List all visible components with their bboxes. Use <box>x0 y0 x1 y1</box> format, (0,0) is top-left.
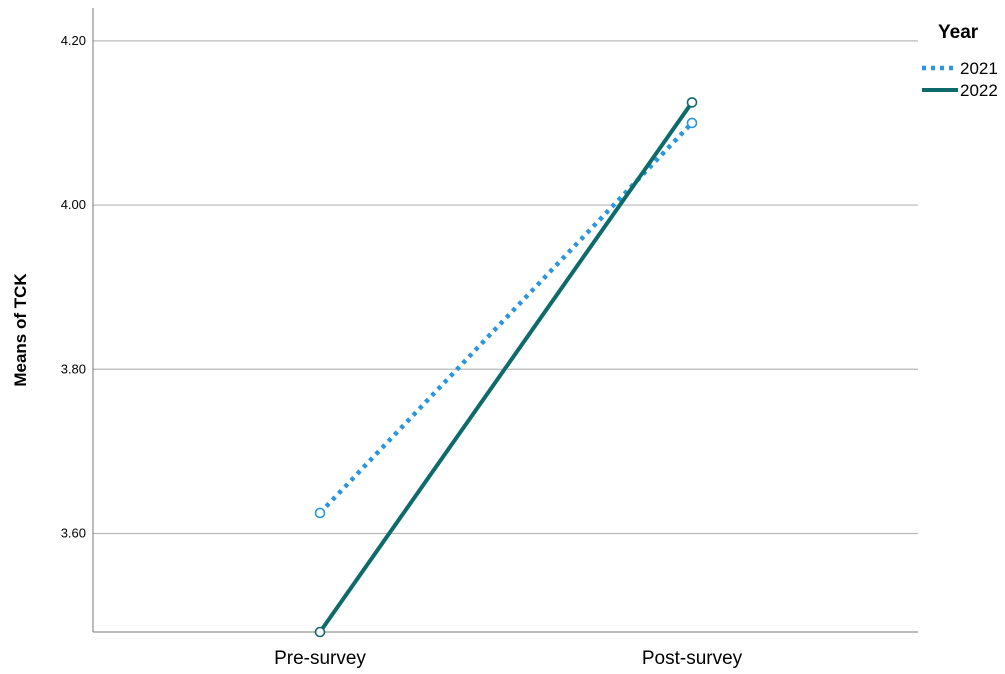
x-tick-label: Post-survey <box>642 648 743 669</box>
data-point-2021 <box>686 117 698 129</box>
y-tick-label: 4.20 <box>61 33 86 48</box>
y-tick-labels: 3.60 3.80 4.00 4.20 <box>61 33 86 541</box>
legend-label-2021: 2021 <box>960 59 998 78</box>
y-tick-label: 3.60 <box>61 525 86 540</box>
y-tick-label: 3.80 <box>61 361 86 376</box>
legend-title: Year <box>938 22 979 43</box>
y-tick-label: 4.00 <box>61 197 86 212</box>
legend-label-2022: 2022 <box>960 81 998 100</box>
axes <box>92 8 918 633</box>
series <box>314 97 698 638</box>
data-point-2021 <box>314 507 326 519</box>
data-point-2022 <box>314 626 326 638</box>
data-point-2022 <box>686 97 698 108</box>
legend: Year 2021 2022 <box>922 22 998 100</box>
gridlines <box>93 40 918 535</box>
y-axis-label: Means of TCK <box>11 273 30 387</box>
x-tick-label: Pre-survey <box>274 648 366 669</box>
series-line-2022 <box>318 101 694 634</box>
x-tick-labels: Pre-survey Post-survey <box>274 648 743 669</box>
